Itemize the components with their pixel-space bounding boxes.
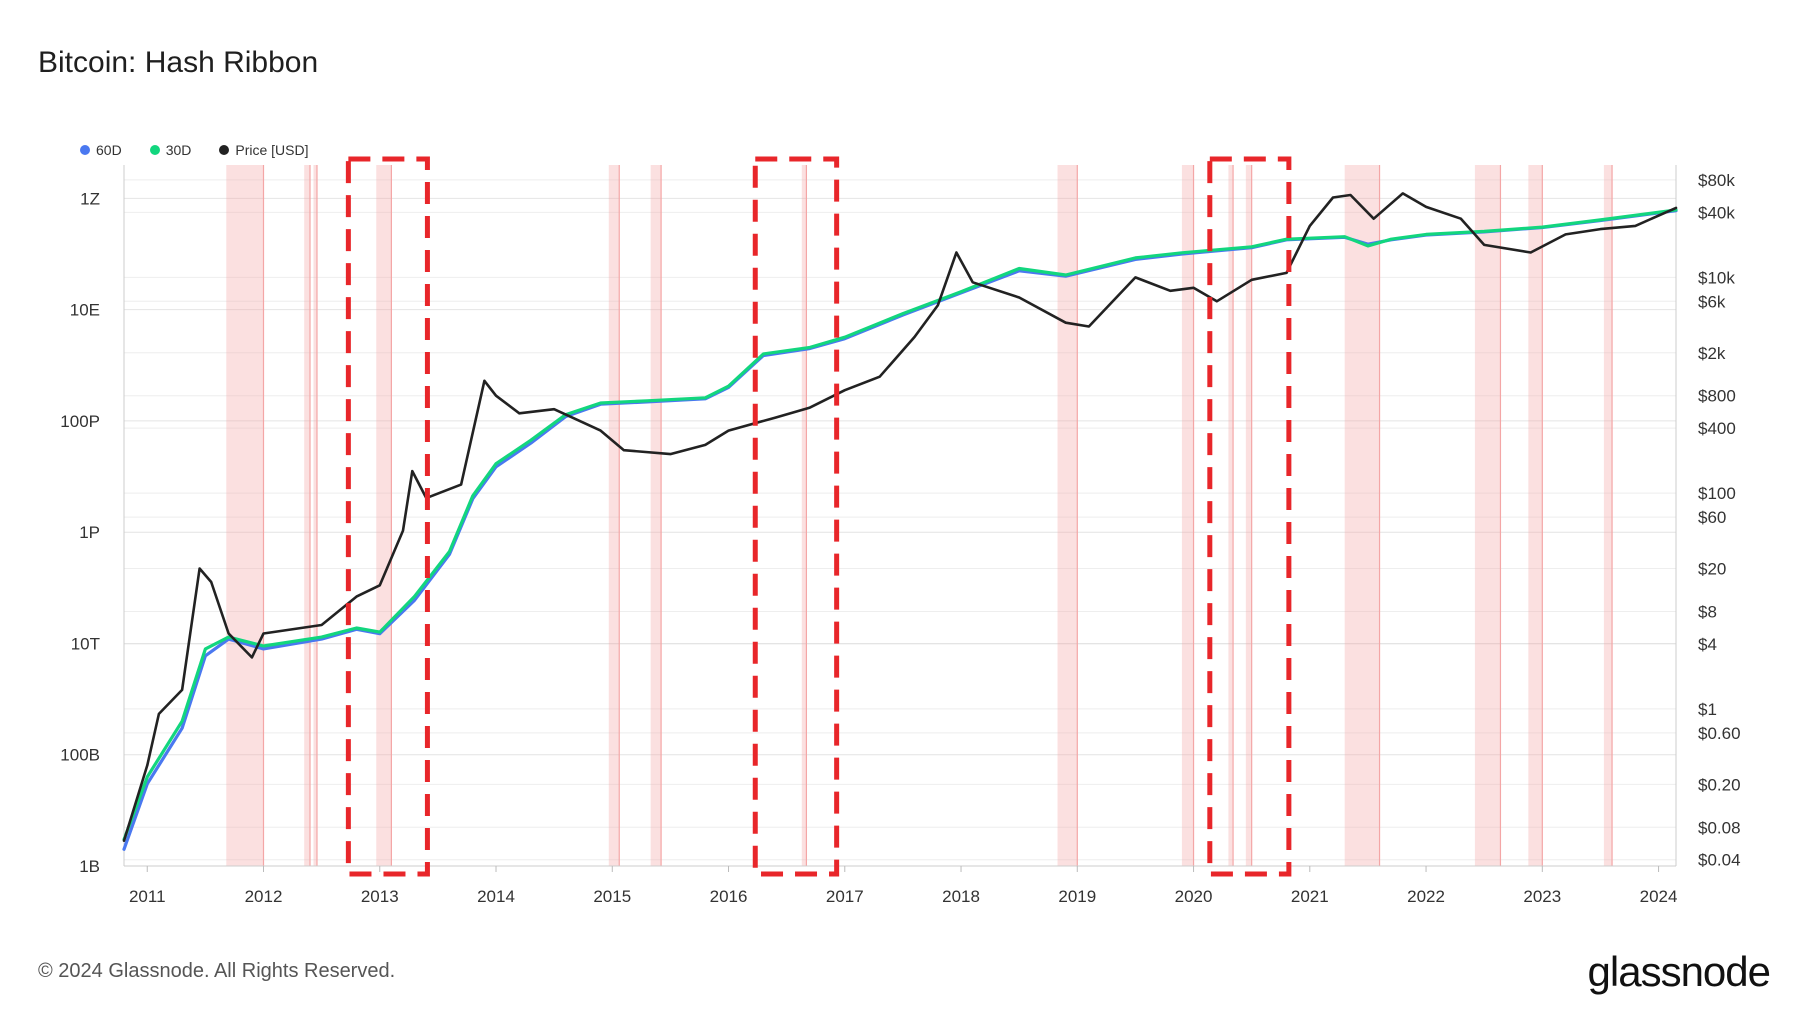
chart-title: Bitcoin: Hash Ribbon: [38, 46, 319, 79]
highlight-box-2: [1207, 156, 1292, 877]
x-tick-label: 2016: [710, 887, 748, 906]
series-line-price-usd: [122, 192, 1678, 843]
plot-area: [124, 165, 1676, 866]
y-left-tick-label: 1B: [79, 857, 100, 876]
y-right-tick-label: $60: [1698, 508, 1726, 527]
highlight-box-1: [752, 156, 840, 877]
capitulation-band-14: [1603, 165, 1613, 866]
legend-item-60d[interactable]: 60D: [80, 142, 122, 158]
legend-dot-60d: [80, 145, 90, 155]
y-right-tick-label: $10k: [1698, 268, 1735, 287]
y-right-tick-label: $800: [1698, 387, 1736, 406]
capitulation-band-9: [1228, 165, 1234, 866]
y-right-tick-label: $100: [1698, 484, 1736, 503]
capitulation-band-3: [376, 165, 392, 866]
y-right-tick-label: $8: [1698, 602, 1717, 621]
legend-item-price[interactable]: Price [USD]: [219, 142, 309, 158]
y-left-tick-label: 10E: [70, 301, 100, 320]
series-line-30d: [122, 208, 1678, 842]
y-right-tick-label: $0.20: [1698, 775, 1741, 794]
x-tick-label: 2020: [1175, 887, 1213, 906]
x-tick-label: 2017: [826, 887, 864, 906]
capitulation-band-8: [1181, 165, 1194, 866]
y-right-tick-label: $1: [1698, 700, 1717, 719]
y-left-tick-label: 1P: [79, 523, 100, 542]
legend-item-30d[interactable]: 30D: [149, 142, 192, 158]
x-tick-label: 2012: [245, 887, 283, 906]
y-right-tick-label: $400: [1698, 419, 1736, 438]
legend-label-price: Price [USD]: [235, 142, 309, 158]
highlight-box-0: [345, 156, 430, 877]
y-right-tick-label: $4: [1698, 635, 1717, 654]
x-tick-label: 2023: [1523, 887, 1561, 906]
y-left-tick-label: 10T: [71, 634, 100, 653]
x-tick-label: 2019: [1058, 887, 1096, 906]
capitulation-band-0: [226, 165, 264, 866]
y-right-tick-label: $0.60: [1698, 724, 1741, 743]
x-tick-label: 2021: [1291, 887, 1329, 906]
y-right-tick-label: $2k: [1698, 344, 1726, 363]
capitulation-band-10: [1245, 165, 1252, 866]
y-right-tick-label: $0.08: [1698, 818, 1741, 837]
legend-label-30d: 30D: [165, 142, 192, 158]
y-right-tick-label: $80k: [1698, 171, 1735, 190]
y-left-tick-label: 100P: [60, 412, 100, 431]
x-tick-label: 2013: [361, 887, 399, 906]
y-left-tick-label: 100B: [60, 746, 100, 765]
copyright-footer: © 2024 Glassnode. All Rights Reserved.: [38, 960, 396, 982]
x-tick-label: 2022: [1407, 887, 1445, 906]
x-tick-label: 2018: [942, 887, 980, 906]
y-right-tick-label: $0.04: [1698, 851, 1741, 870]
capitulation-band-4: [608, 165, 620, 866]
x-tick-label: 2011: [129, 887, 166, 906]
legend-dot-price: [219, 145, 230, 155]
x-tick-label: 2024: [1640, 887, 1678, 906]
y-right-tick-label: $20: [1698, 560, 1726, 579]
capitulation-band-7: [1057, 165, 1078, 866]
legend-dot-30d: [149, 145, 160, 155]
y-left-tick-label: 1Z: [80, 189, 100, 208]
legend: 60D 30D Price [USD]: [80, 142, 309, 158]
glassnode-logo: glassnode: [1587, 948, 1771, 995]
y-right-tick-label: $6k: [1698, 292, 1726, 311]
capitulation-band-5: [650, 165, 662, 866]
capitulation-band-2: [313, 165, 317, 866]
capitulation-band-11: [1344, 165, 1380, 866]
capitulation-band-13: [1528, 165, 1543, 866]
x-tick-label: 2015: [593, 887, 631, 906]
legend-label-60d: 60D: [96, 142, 122, 158]
x-tick-label: 2014: [477, 887, 515, 906]
capitulation-band-6: [801, 165, 807, 866]
capitulation-band-1: [304, 165, 311, 866]
capitulation-band-12: [1474, 165, 1501, 866]
y-right-tick-label: $40k: [1698, 203, 1735, 222]
